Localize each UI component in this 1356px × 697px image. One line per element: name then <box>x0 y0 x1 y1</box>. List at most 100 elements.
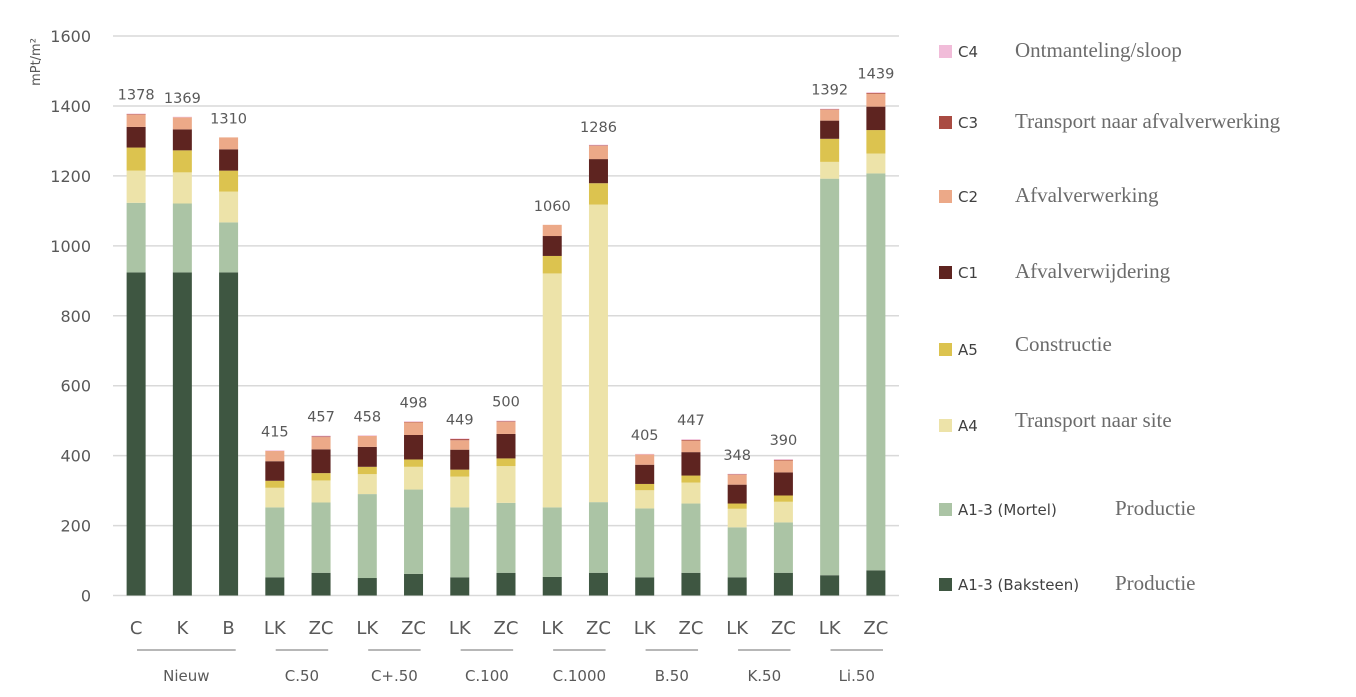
bar-segment <box>820 109 840 121</box>
bar-segment <box>126 170 146 203</box>
bar-segment <box>404 459 424 467</box>
bar-segment <box>681 440 701 453</box>
bar-stack <box>404 421 424 596</box>
bar-segment <box>357 435 377 447</box>
legend-description: Productie <box>1115 571 1195 595</box>
bar-segment <box>311 502 331 573</box>
bar-segment <box>820 109 840 110</box>
legend-swatch <box>939 503 952 516</box>
bar-segment <box>126 113 146 115</box>
bar-stack <box>542 224 562 596</box>
bar-segment <box>311 473 331 481</box>
bar-segment <box>820 138 840 162</box>
total-label: 447 <box>677 413 705 429</box>
bar-stack <box>357 435 377 596</box>
bar-segment <box>219 191 239 223</box>
bar-segment <box>265 507 285 578</box>
bar-stack <box>773 459 793 596</box>
bar-segment <box>773 572 793 596</box>
y-tick-label: 800 <box>60 307 91 326</box>
bar-segment <box>126 114 146 127</box>
bar-segment <box>450 507 470 578</box>
bar-segment <box>311 437 331 450</box>
bar-segment <box>126 147 146 171</box>
total-label: 1310 <box>210 111 247 127</box>
bar-segment <box>681 482 701 504</box>
bar-segment <box>496 572 516 596</box>
bar-segment <box>773 460 793 473</box>
legend-description: Afvalverwijdering <box>1015 259 1171 283</box>
bar-stack <box>727 473 747 596</box>
legend-code: A1-3 (Mortel) <box>958 501 1057 519</box>
bar-segment <box>450 438 470 441</box>
bar-segment <box>773 522 793 573</box>
x-tick-label: LK <box>819 618 842 639</box>
bar-segment <box>357 446 377 467</box>
bar-segment <box>635 464 655 484</box>
bar-segment <box>172 129 192 151</box>
bar-segment <box>588 145 608 160</box>
x-tick-label: ZC <box>586 618 611 639</box>
legend-swatch <box>939 266 952 279</box>
bar-segment <box>635 454 655 465</box>
group-label: C+.50 <box>371 667 418 685</box>
legend-item: C2 Afvalverwerking <box>939 183 1159 207</box>
bar-segment <box>866 130 886 154</box>
y-axis-title: mPt/m² <box>29 38 44 86</box>
total-label: 500 <box>492 395 520 411</box>
x-tick-label: ZC <box>401 618 426 639</box>
bar-segment <box>496 502 516 573</box>
bar-segment <box>496 420 516 422</box>
total-label: 498 <box>400 395 428 411</box>
bar-segment <box>727 503 747 509</box>
total-label: 1060 <box>534 199 571 215</box>
bar-segment <box>820 575 840 596</box>
total-label: 449 <box>446 412 474 428</box>
legend-description: Productie <box>1115 496 1195 520</box>
legend-code: A5 <box>958 341 978 359</box>
legend-swatch <box>939 419 952 432</box>
bars <box>126 92 886 596</box>
legend-code: A4 <box>958 417 978 435</box>
bar-segment <box>727 474 747 485</box>
total-label: 1439 <box>857 66 894 82</box>
bar-segment <box>265 480 285 488</box>
bar-segment <box>311 449 331 474</box>
bar-segment <box>588 144 608 146</box>
bar-segment <box>311 572 331 596</box>
bar-segment <box>404 489 424 574</box>
bar-segment <box>404 434 424 460</box>
bar-stack <box>635 453 655 596</box>
x-tick-label: C <box>130 618 143 639</box>
legend-swatch <box>939 45 952 58</box>
bar-segment <box>219 222 239 273</box>
bar-segment <box>265 450 285 451</box>
bar-segment <box>727 484 747 504</box>
bar-segment <box>542 576 562 596</box>
bar-segment <box>820 108 840 110</box>
bar-segment <box>773 459 793 461</box>
x-tick-label: ZC <box>494 618 519 639</box>
bar-segment <box>820 120 840 139</box>
bar-segment <box>866 173 886 571</box>
total-label: 348 <box>723 448 751 464</box>
bar-segment <box>357 466 377 475</box>
data-labels: 1378 1369 1310 415 457 458 498 449 500 1060 1286 40… <box>118 66 895 464</box>
bar-segment <box>727 577 747 596</box>
legend-item: A5 Constructie <box>939 332 1112 359</box>
x-tick-label: ZC <box>678 618 703 639</box>
bar-segment <box>635 577 655 596</box>
legend-item: C4 Ontmanteling/sloop <box>939 38 1182 62</box>
bar-segment <box>635 490 655 509</box>
y-tick-label: 200 <box>60 517 91 536</box>
legend-item: A1-3 (Mortel) Productie <box>939 496 1195 520</box>
legend: C4 Ontmanteling/sloop C3 Transport naar afv… <box>939 38 1281 595</box>
bar-segment <box>496 433 516 459</box>
bar-segment <box>172 150 192 173</box>
bar-segment <box>265 577 285 596</box>
bar-segment <box>265 450 285 462</box>
y-axis-ticks: 0 200 400 600 800 1000 1200 1400 1600 <box>50 27 91 606</box>
y-tick-label: 400 <box>60 447 91 466</box>
bar-segment <box>357 494 377 579</box>
